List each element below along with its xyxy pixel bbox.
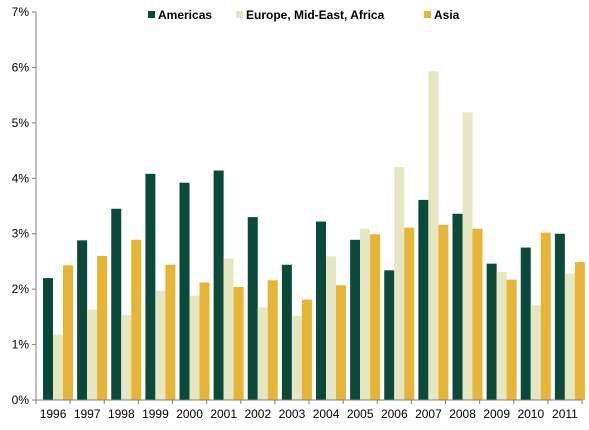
bars — [43, 71, 585, 400]
x-tick-label-1998: 1998 — [108, 407, 135, 421]
y-tick-label-4: 4% — [12, 171, 30, 185]
x-tick-label-2003: 2003 — [279, 407, 306, 421]
bar-europe-mid-east-africa-2007 — [428, 71, 439, 400]
bar-asia-2005 — [370, 234, 381, 400]
bar-asia-2000 — [199, 282, 210, 400]
x-tick-label-2007: 2007 — [415, 407, 442, 421]
x-tick-label-2006: 2006 — [381, 407, 408, 421]
legend-swatch-asia — [424, 11, 431, 18]
bar-americas-1999 — [145, 173, 156, 400]
bar-americas-2008 — [452, 213, 463, 400]
bar-asia-1997 — [97, 255, 108, 400]
bar-americas-1996 — [43, 278, 53, 400]
legend-swatch-europe-mid-east-africa — [236, 11, 243, 18]
bar-asia-2008 — [472, 228, 483, 400]
y-tick-label-3: 3% — [12, 227, 30, 241]
bar-americas-2011 — [554, 233, 565, 400]
y-tick-label-2: 2% — [12, 282, 30, 296]
bar-americas-1997 — [77, 240, 88, 400]
legend-label-americas: Americas — [158, 8, 212, 22]
y-tick-label-5: 5% — [12, 116, 30, 130]
bar-europe-mid-east-africa-2001 — [223, 258, 234, 400]
bar-europe-mid-east-africa-2008 — [462, 112, 473, 400]
x-tick-label-2009: 2009 — [483, 407, 510, 421]
x-tick-label-2011: 2011 — [552, 407, 578, 421]
bar-europe-mid-east-africa-1998 — [121, 315, 132, 400]
bar-americas-1998 — [111, 208, 122, 400]
bar-americas-2009 — [486, 263, 497, 400]
bar-europe-mid-east-africa-1997 — [87, 309, 98, 400]
bar-americas-2010 — [520, 247, 531, 400]
x-tick-label-2002: 2002 — [244, 407, 271, 421]
bar-europe-mid-east-africa-2010 — [530, 305, 541, 400]
legend-label-europe-mid-east-africa: Europe, Mid-East, Africa — [246, 8, 385, 22]
axes: 0% 1% 2% 3% 4% 5% 6% 7% 1996 1997 1998 1999 2000 2001… — [12, 5, 583, 421]
x-tick-label-1999: 1999 — [142, 407, 169, 421]
legend-label-asia: Asia — [434, 8, 460, 22]
bar-asia-2002 — [267, 280, 278, 400]
bar-europe-mid-east-africa-2000 — [189, 295, 200, 400]
y-tick-label-1: 1% — [12, 338, 30, 352]
bar-europe-mid-east-africa-2003 — [291, 315, 302, 400]
x-tick-label-2008: 2008 — [449, 407, 476, 421]
y-tick-label-6: 6% — [12, 60, 30, 74]
bar-europe-mid-east-africa-2004 — [326, 256, 336, 400]
bar-americas-2004 — [316, 221, 326, 400]
bar-americas-2002 — [247, 217, 258, 400]
y-tick-label-0: 0% — [12, 393, 30, 407]
bar-americas-2003 — [281, 264, 292, 400]
y-tick-label-7: 7% — [12, 5, 30, 19]
bar-asia-2003 — [301, 299, 312, 400]
x-tick-label-2005: 2005 — [347, 407, 374, 421]
bar-asia-1996 — [63, 265, 73, 400]
bar-europe-mid-east-africa-2005 — [360, 228, 371, 400]
bar-asia-2007 — [438, 224, 449, 400]
bar-europe-mid-east-africa-1999 — [155, 290, 166, 400]
bar-asia-1999 — [165, 264, 176, 400]
x-tick-label-2010: 2010 — [517, 407, 544, 421]
bar-asia-2001 — [233, 286, 244, 400]
legend: Americas Europe, Mid-East, Africa Asia — [148, 8, 460, 22]
bar-europe-mid-east-africa-2009 — [496, 271, 507, 400]
bar-asia-1998 — [131, 239, 142, 400]
x-tick-label-1997: 1997 — [74, 407, 101, 421]
bar-americas-2001 — [213, 170, 224, 400]
bar-asia-2009 — [506, 279, 517, 400]
bar-asia-2004 — [336, 285, 346, 400]
bar-europe-mid-east-africa-2006 — [394, 167, 405, 400]
x-tick-label-2000: 2000 — [176, 407, 203, 421]
legend-swatch-americas — [148, 11, 155, 18]
bar-asia-2010 — [540, 232, 551, 400]
x-tick-label-1996: 1996 — [40, 407, 67, 421]
x-tick-label-2001: 2001 — [210, 407, 237, 421]
bar-americas-2007 — [418, 199, 429, 400]
bar-asia-2006 — [404, 227, 415, 400]
bar-americas-2000 — [179, 182, 190, 400]
bar-americas-2005 — [350, 239, 361, 400]
bar-europe-mid-east-africa-2002 — [257, 307, 268, 400]
bar-asia-2011 — [574, 261, 585, 400]
x-tick-label-2004: 2004 — [313, 407, 340, 421]
bar-europe-mid-east-africa-2011 — [564, 273, 575, 400]
bar-americas-2006 — [384, 270, 395, 400]
bar-europe-mid-east-africa-1996 — [53, 334, 63, 400]
